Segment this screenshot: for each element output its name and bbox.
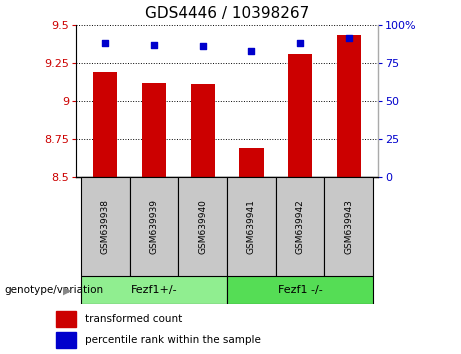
- Bar: [325, 177, 373, 276]
- Bar: [227, 276, 373, 304]
- Text: Fezf1+/-: Fezf1+/-: [130, 285, 177, 295]
- Bar: [190, 84, 215, 177]
- Text: transformed count: transformed count: [85, 314, 183, 324]
- Point: [101, 40, 109, 46]
- Bar: [81, 177, 130, 276]
- Bar: [337, 35, 361, 177]
- Text: Fezf1 -/-: Fezf1 -/-: [278, 285, 323, 295]
- Bar: [142, 82, 166, 177]
- Text: percentile rank within the sample: percentile rank within the sample: [85, 335, 261, 345]
- Point: [296, 40, 304, 46]
- Text: ▶: ▶: [63, 285, 71, 295]
- Text: genotype/variation: genotype/variation: [5, 285, 104, 295]
- Bar: [239, 148, 264, 177]
- Point: [345, 36, 353, 41]
- Bar: [81, 276, 227, 304]
- Text: GSM639939: GSM639939: [149, 199, 159, 254]
- Bar: [288, 54, 312, 177]
- Text: GSM639942: GSM639942: [296, 199, 305, 254]
- Bar: [178, 177, 227, 276]
- Text: GSM639941: GSM639941: [247, 199, 256, 254]
- Bar: [93, 72, 118, 177]
- Bar: [276, 177, 325, 276]
- Text: GSM639940: GSM639940: [198, 199, 207, 254]
- Text: GSM639943: GSM639943: [344, 199, 353, 254]
- Point: [150, 42, 158, 47]
- Bar: [227, 177, 276, 276]
- Bar: [56, 311, 76, 327]
- Point: [248, 48, 255, 53]
- Text: GSM639938: GSM639938: [101, 199, 110, 254]
- Bar: [56, 332, 76, 348]
- Point: [199, 43, 207, 49]
- Title: GDS4446 / 10398267: GDS4446 / 10398267: [145, 6, 309, 21]
- Bar: [130, 177, 178, 276]
